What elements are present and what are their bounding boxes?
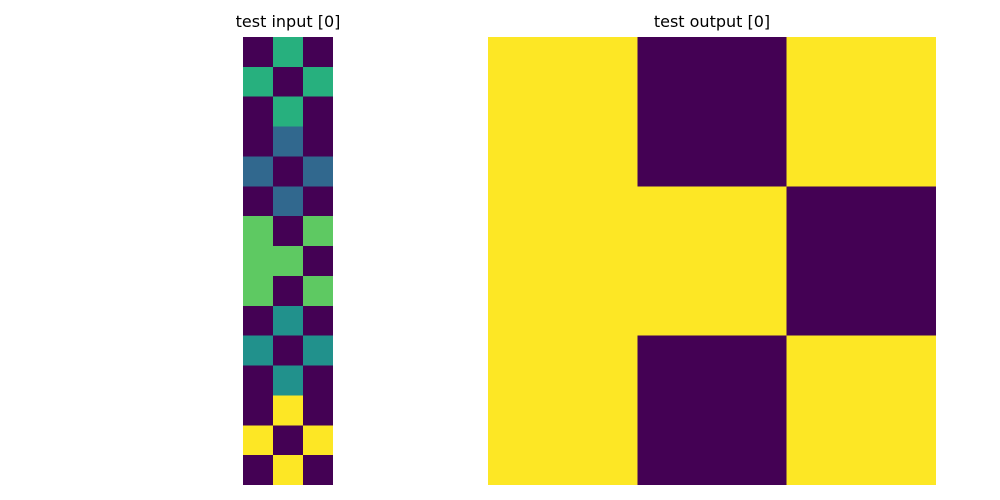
output-panel-title: test output [0] [653, 12, 771, 31]
input-cell-r14-c2 [303, 455, 333, 485]
input-cell-r6-c2 [303, 216, 333, 247]
input-cell-r10-c2 [303, 335, 333, 367]
output-cell-r1-c2 [786, 186, 936, 337]
input-cell-r4-c2 [303, 156, 333, 187]
input-cell-r9-c2 [303, 305, 333, 337]
input-cell-r12-c1 [273, 395, 304, 426]
output-cell-r2-c1 [637, 335, 788, 485]
input-cell-r1-c1 [273, 66, 304, 98]
input-cell-r0-c1 [273, 37, 304, 68]
output-cell-r1-c0 [488, 186, 638, 337]
input-cell-r7-c0 [243, 246, 274, 277]
input-cell-r2-c0 [243, 96, 274, 128]
input-cell-r10-c1 [273, 335, 304, 367]
input-cell-r11-c2 [303, 365, 333, 396]
input-cell-r5-c1 [273, 186, 304, 217]
input-cell-r9-c0 [243, 305, 274, 337]
input-cell-r11-c1 [273, 365, 304, 396]
input-cell-r7-c2 [303, 246, 333, 277]
input-cell-r3-c2 [303, 126, 333, 157]
input-cell-r13-c0 [243, 425, 274, 456]
input-panel-title: test input [0] [235, 12, 341, 31]
output-cell-r0-c2 [786, 37, 936, 187]
input-cell-r12-c0 [243, 395, 274, 426]
input-cell-r4-c0 [243, 156, 274, 187]
input-cell-r14-c0 [243, 455, 274, 485]
input-grid-heatmap [243, 37, 333, 485]
input-cell-r8-c0 [243, 275, 274, 307]
input-cell-r8-c2 [303, 275, 333, 307]
input-cell-r2-c2 [303, 96, 333, 128]
output-cell-r0-c0 [488, 37, 638, 187]
input-cell-r2-c1 [273, 96, 304, 128]
input-cell-r3-c1 [273, 126, 304, 157]
input-cell-r3-c0 [243, 126, 274, 157]
output-cell-r0-c1 [637, 37, 788, 187]
input-cell-r8-c1 [273, 275, 304, 307]
input-cell-r13-c2 [303, 425, 333, 456]
input-cell-r12-c2 [303, 395, 333, 426]
input-cell-r6-c0 [243, 216, 274, 247]
output-cell-r2-c0 [488, 335, 638, 485]
input-cell-r11-c0 [243, 365, 274, 396]
input-cell-r13-c1 [273, 425, 304, 456]
input-cell-r6-c1 [273, 216, 304, 247]
output-grid-heatmap [488, 37, 936, 485]
input-cell-r5-c0 [243, 186, 274, 217]
input-cell-r0-c2 [303, 37, 333, 68]
input-cell-r5-c2 [303, 186, 333, 217]
input-cell-r1-c2 [303, 66, 333, 98]
output-cell-r2-c2 [786, 335, 936, 485]
output-cell-r1-c1 [637, 186, 788, 337]
input-cell-r0-c0 [243, 37, 274, 68]
input-cell-r4-c1 [273, 156, 304, 187]
input-cell-r10-c0 [243, 335, 274, 367]
input-cell-r9-c1 [273, 305, 304, 337]
input-cell-r14-c1 [273, 455, 304, 485]
input-cell-r1-c0 [243, 66, 274, 98]
input-cell-r7-c1 [273, 246, 304, 277]
